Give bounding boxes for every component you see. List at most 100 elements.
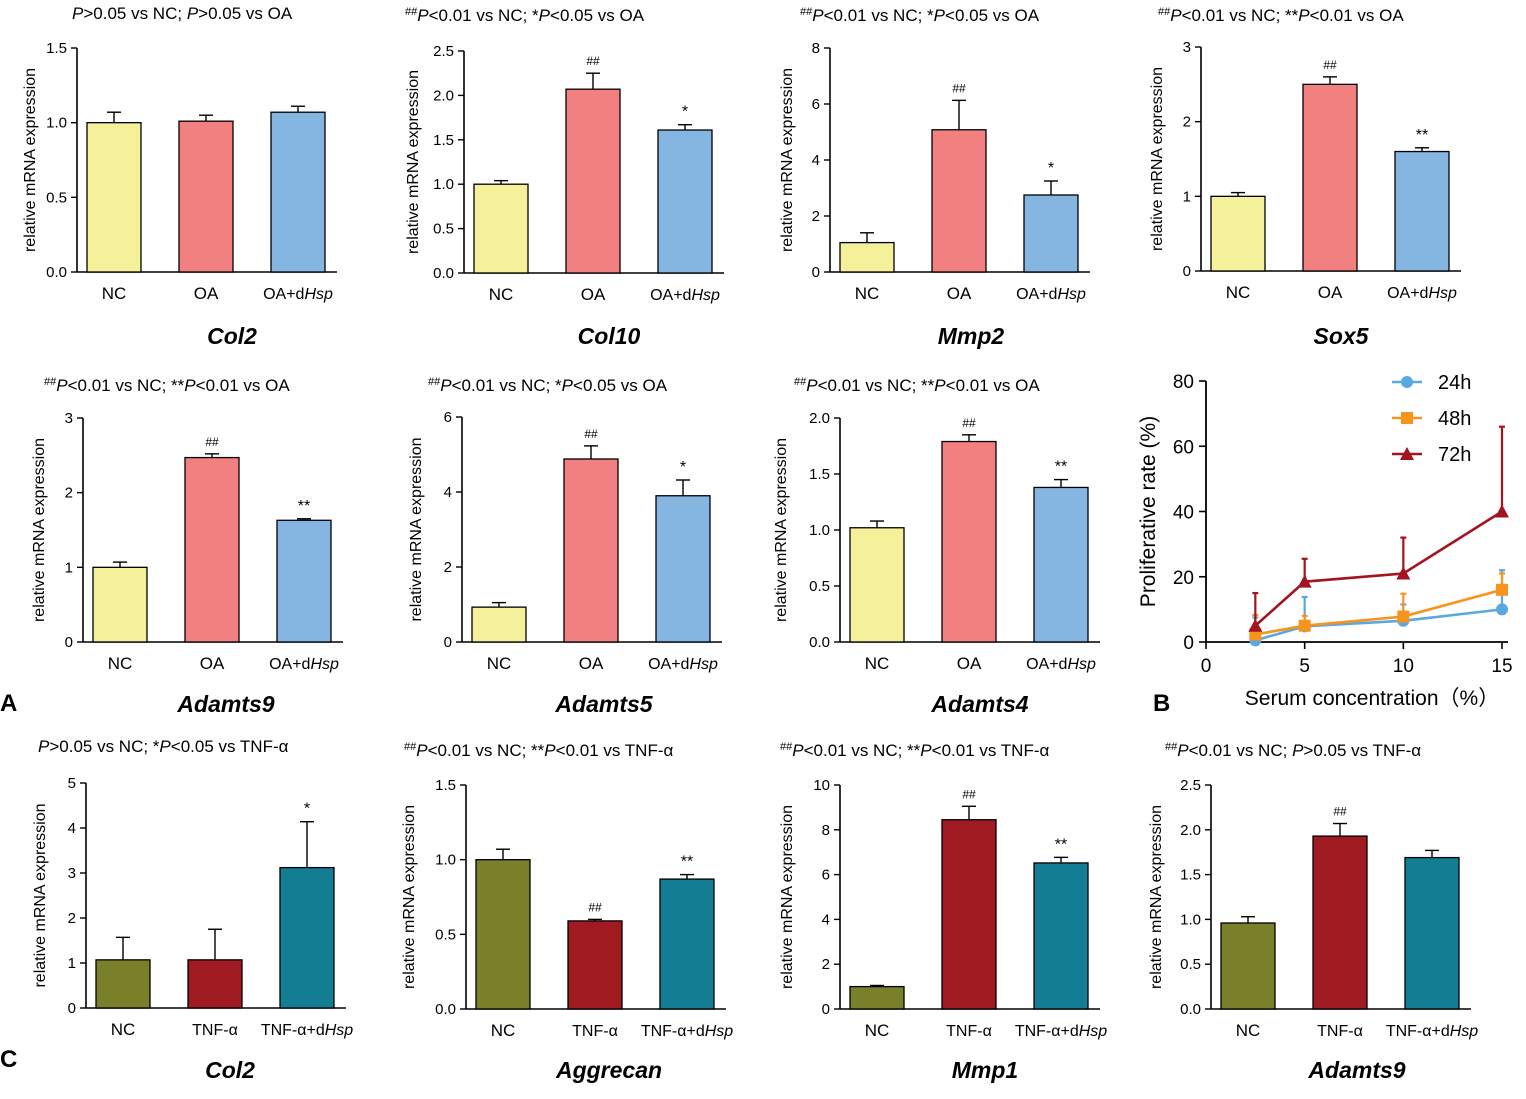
bar bbox=[1404, 856, 1460, 1010]
series-line bbox=[1255, 588, 1503, 636]
data-point bbox=[1397, 610, 1410, 623]
x-tick-label: NC bbox=[855, 284, 880, 303]
bar bbox=[471, 606, 527, 643]
x-tick-label: NC bbox=[102, 284, 127, 303]
y-tick-label: 0.5 bbox=[433, 221, 454, 238]
y-tick-label: 3 bbox=[1183, 39, 1191, 56]
y-tick-label: 0 bbox=[65, 634, 73, 651]
y-tick-label: 8 bbox=[812, 40, 820, 57]
x-tick-label: TNF-α+dHsp bbox=[641, 1023, 733, 1040]
significance-mark: ## bbox=[588, 900, 602, 914]
x-tick-label: NC bbox=[1226, 283, 1251, 302]
significance-note: ##P<0.01 vs NC; **P<0.01 vs OA bbox=[1158, 6, 1404, 25]
bar bbox=[1033, 486, 1089, 643]
y-tick-label: 0.0 bbox=[809, 634, 830, 651]
bar-chart-aggrecan: ##P<0.01 vs NC; **P<0.01 vs TNF-α 0.0 0.5 1… bbox=[401, 741, 733, 1083]
significance-mark: ## bbox=[205, 435, 219, 449]
bar-chart-adamts4: ##P<0.01 vs NC; **P<0.01 vs OA 0.0 0.5 1.0 1… bbox=[773, 376, 1100, 717]
x-tick-label: NC bbox=[111, 1020, 136, 1039]
significance-mark: ** bbox=[1416, 127, 1428, 144]
y-tick-label: 1.0 bbox=[1180, 911, 1201, 928]
gene-title: Adamts9 bbox=[176, 691, 274, 717]
x-tick-label: OA bbox=[947, 284, 972, 303]
bar-chart-mmp1: ##P<0.01 vs NC; **P<0.01 vs TNF-α 0 2 4 6 8 10… bbox=[779, 741, 1107, 1083]
y-tick-label: 0 bbox=[1183, 633, 1194, 654]
significance-mark: * bbox=[304, 801, 310, 818]
y-tick-label: 3 bbox=[68, 865, 76, 882]
y-tick-label: 0.0 bbox=[1180, 1001, 1201, 1018]
y-tick-label: 0 bbox=[1183, 263, 1191, 280]
bar bbox=[1023, 194, 1079, 273]
y-tick-label: 2 bbox=[65, 485, 73, 502]
significance-note: ##P<0.01 vs NC; *P<0.05 vs OA bbox=[428, 376, 668, 395]
bar bbox=[1210, 195, 1266, 272]
gene-title: Sox5 bbox=[1314, 323, 1370, 349]
y-axis-label: relative mRNA expression bbox=[22, 68, 39, 252]
y-tick-label: 3 bbox=[65, 410, 73, 427]
y-tick-label: 2 bbox=[812, 208, 820, 225]
data-point bbox=[1248, 618, 1263, 632]
y-axis-label: relative mRNA expression bbox=[32, 803, 49, 987]
bar bbox=[279, 866, 335, 1009]
x-tick-label: NC bbox=[865, 654, 890, 673]
bar bbox=[849, 985, 905, 1010]
y-tick-label: 2 bbox=[444, 559, 452, 576]
legend-marker bbox=[1400, 447, 1414, 460]
panel-label-b: B bbox=[1153, 690, 1170, 717]
y-tick-label: 6 bbox=[444, 409, 452, 426]
gene-title: Col2 bbox=[207, 323, 257, 349]
y-tick-label: 2 bbox=[822, 956, 830, 973]
y-tick-label: 80 bbox=[1173, 372, 1194, 393]
bar-chart-sox5: ##P<0.01 vs NC; **P<0.01 vs OA 0 1 2 3 relati… bbox=[1149, 6, 1461, 349]
bar bbox=[1033, 862, 1089, 1010]
series-72h bbox=[1248, 425, 1509, 632]
bar-chart-mmp2: ##P<0.01 vs NC; *P<0.05 vs OA 0 2 4 6 8 relati… bbox=[779, 6, 1090, 349]
y-tick-label: 0 bbox=[68, 1000, 76, 1017]
legend-marker bbox=[1401, 412, 1413, 424]
x-tick-label: OA+dHsp bbox=[1387, 285, 1457, 302]
y-axis-label: relative mRNA expression bbox=[405, 70, 422, 254]
y-tick-label: 2.0 bbox=[809, 410, 830, 427]
y-tick-label: 2.5 bbox=[1180, 777, 1201, 794]
y-tick-label: 0 bbox=[822, 1001, 830, 1018]
x-tick-label: OA+dHsp bbox=[650, 287, 720, 304]
bar-chart-col10: ##P<0.01 vs NC; *P<0.05 vs OA 0.0 0.5 1.0 1.… bbox=[405, 6, 724, 349]
significance-mark: ## bbox=[1333, 805, 1347, 819]
significance-note: ##P<0.01 vs NC; *P<0.05 vs OA bbox=[405, 6, 645, 25]
bar bbox=[473, 183, 529, 274]
series-line bbox=[1254, 608, 1503, 642]
data-point bbox=[1495, 504, 1509, 518]
y-tick-label: 0 bbox=[444, 634, 452, 651]
significance-note: P>0.05 vs NC; *P<0.05 vs TNF-α bbox=[38, 737, 289, 756]
x-tick-label: OA+dHsp bbox=[648, 656, 718, 673]
y-axis-label: relative mRNA expression bbox=[401, 805, 418, 989]
bar bbox=[655, 495, 711, 643]
bar bbox=[1220, 922, 1276, 1010]
x-tick-label: OA bbox=[1318, 283, 1343, 302]
significance-mark: * bbox=[680, 459, 686, 476]
bar bbox=[565, 88, 621, 274]
y-tick-label: 2.0 bbox=[433, 87, 454, 104]
y-tick-label: 2 bbox=[68, 910, 76, 927]
significance-note: ##P<0.01 vs NC; **P<0.01 vs OA bbox=[794, 376, 1040, 395]
bar bbox=[92, 566, 148, 643]
data-point bbox=[1496, 603, 1508, 616]
y-tick-label: 1.0 bbox=[46, 115, 67, 132]
y-tick-label: 1.5 bbox=[1180, 867, 1201, 884]
significance-mark: ## bbox=[962, 416, 976, 430]
legend-label: 48h bbox=[1438, 408, 1471, 430]
x-tick-label: TNF-α+dHsp bbox=[1015, 1023, 1107, 1040]
y-tick-label: 4 bbox=[68, 820, 76, 837]
y-tick-label: 2.0 bbox=[1180, 822, 1201, 839]
y-tick-label: 2.5 bbox=[433, 43, 454, 60]
legend-marker bbox=[1401, 376, 1413, 388]
x-tick-label: OA bbox=[194, 284, 219, 303]
significance-mark: ** bbox=[1055, 836, 1067, 853]
bar bbox=[1394, 150, 1450, 272]
x-tick-label: NC bbox=[865, 1021, 890, 1040]
y-tick-label: 1 bbox=[68, 955, 76, 972]
x-tick-label: OA+dHsp bbox=[269, 656, 339, 673]
bar-chart-adamts9: ##P<0.01 vs NC; P>0.05 vs TNF-α 0.0 0.5 1.0… bbox=[1148, 741, 1478, 1083]
